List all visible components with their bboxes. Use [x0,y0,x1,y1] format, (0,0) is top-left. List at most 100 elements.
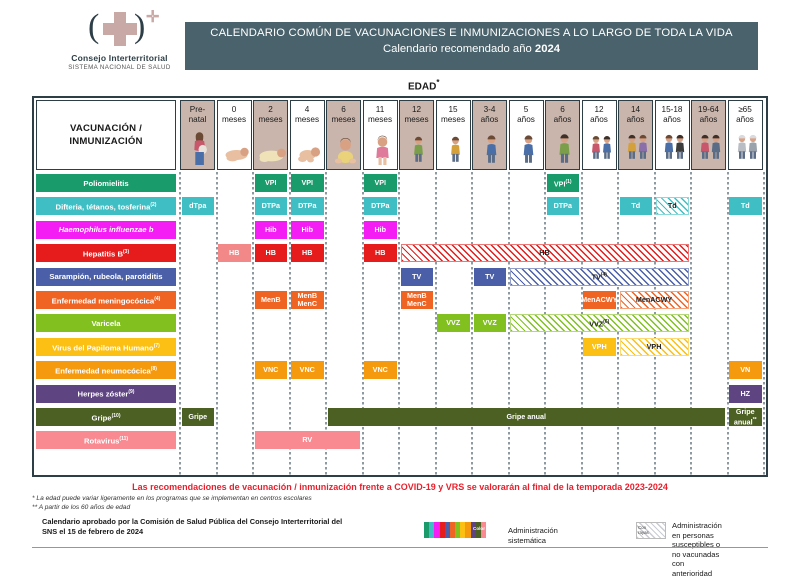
cell-dtp-m11[interactable]: DTPa [364,197,397,215]
legend-swatch-label: Color [473,526,485,531]
vaccine-row-label-text: Gripe(10) [92,412,121,423]
cell-vph-y14[interactable]: VPH [620,338,689,356]
cell-neumo-m11[interactable]: VNC [364,361,397,379]
cell-hepb-m11[interactable]: HB [364,244,397,262]
page-subtitle: Calendario recomendado año 2024 [185,43,758,55]
cell-dtp-y6[interactable]: DTPa [547,197,580,215]
cell-dtp-m2[interactable]: DTPa [255,197,288,215]
cell-hepb-m2[interactable]: HB [255,244,288,262]
two-preteens-icon [583,130,616,168]
cell-label: MenACWY [636,296,672,304]
vaccine-row-label-neumo[interactable]: Enfermedad neumocócica(8) [36,361,176,379]
cell-gripe-y65[interactable]: Gripe anual** [729,408,762,426]
legend-susceptible-line-2: no vacunadas con anterioridad [672,550,722,578]
cell-gripe-m6[interactable]: Gripe anual [328,408,726,426]
cell-label: HB [266,249,276,257]
vaccine-row-label-srp[interactable]: Sarampión, rubeola, parotiditis [36,268,176,286]
age-column-header-prenatal[interactable]: Pre-natal [180,100,215,170]
vaccine-row-label-text: Poliomielitis [83,179,128,188]
vaccine-row-label-polio[interactable]: Poliomielitis [36,174,176,192]
cell-dtp-m4[interactable]: DTPa [291,197,324,215]
cell-rota-m2[interactable]: RV [255,431,361,449]
cell-vph-y12[interactable]: VPH [583,338,616,356]
cell-dtp-prenatal[interactable]: dTpa [182,197,215,215]
cell-label: RV [302,436,312,444]
page-header: ( ) ✛ Consejo Interterritorial SISTEMA N… [0,0,800,88]
legend-text-systematic: Administración sistemática [508,526,558,545]
legend-susceptible-line-1: Administración en personas susceptibles … [672,521,722,550]
cell-hepb-m12[interactable]: HB [401,244,689,262]
cell-polio-y6[interactable]: VPI(1) [547,174,580,192]
cell-srp-y34[interactable]: TV [474,268,507,286]
vaccine-row-label-hib[interactable]: Haemophilus influenzae b [36,221,176,239]
cell-var-m15[interactable]: VVZ [437,314,470,332]
cell-neumo-m4[interactable]: VNC [291,361,324,379]
cell-dtp-y1518[interactable]: Td [656,197,689,215]
legend-hatch-label: Con rayas [638,525,649,535]
cell-label: VVZ [446,319,460,327]
vaccine-row-label-men[interactable]: Enfermedad meningocócica(4) [36,291,176,309]
vaccine-row-label-hz[interactable]: Herpes zóster(9) [36,385,176,403]
cell-men-m2[interactable]: MenB [255,291,288,309]
cell-srp-m12[interactable]: TV [401,268,434,286]
cell-hepb-m4[interactable]: HB [291,244,324,262]
vaccine-row-label-hepb[interactable]: Hepatitis B(3) [36,244,176,262]
vaccine-row-label-text: Hepatitis B(3) [83,248,129,259]
column-separator [325,172,327,475]
cell-hz-y65[interactable]: HZ [729,385,762,403]
cell-gripe-prenatal[interactable]: Gripe [182,408,215,426]
vaccine-row-label-text: Difteria, tétanos, tosferina(2) [56,201,157,212]
cell-hib-m11[interactable]: Hib [364,221,397,239]
cell-neumo-m2[interactable]: VNC [255,361,288,379]
vaccine-row-label-vph[interactable]: Virus del Papiloma Humano(7) [36,338,176,356]
vaccine-row-label-gripe[interactable]: Gripe(10) [36,408,176,426]
cell-men-y12[interactable]: MenACWY [583,291,616,309]
vaccine-row-label-text: Herpes zóster(9) [78,388,135,399]
footnote-asterisk-1: * La edad puede variar ligeramente en lo… [32,495,768,502]
cell-hepb-m0[interactable]: HB [218,244,251,262]
cell-var-y34[interactable]: VVZ [474,314,507,332]
cell-label: VVZ(6) [589,318,609,328]
cell-var-y5[interactable]: VVZ(6) [510,314,689,332]
cell-polio-m2[interactable]: VPI [255,174,288,192]
vaccine-row-label-var[interactable]: Varicela [36,314,176,332]
cell-polio-m4[interactable]: VPI [291,174,324,192]
cell-label: HB [229,249,239,257]
cell-srp-y5[interactable]: TV(4) [510,268,689,286]
cell-dtp-y65[interactable]: Td [729,197,762,215]
footnotes-block: Las recomendaciones de vacunación / inmu… [32,482,768,511]
cell-hib-m4[interactable]: Hib [291,221,324,239]
vaccine-row-label-dtp[interactable]: Difteria, tétanos, tosferina(2) [36,197,176,215]
cell-label: TV [485,273,494,281]
cell-hib-m2[interactable]: Hib [255,221,288,239]
cell-label: DTPa [554,202,572,210]
cell-men-y14[interactable]: MenACWY [620,291,689,309]
cell-label: Td [741,202,750,210]
vaccine-row-label-rota[interactable]: Rotavirus(11) [36,431,176,449]
cell-dtp-y14[interactable]: Td [620,197,653,215]
cell-label: VVZ [483,319,497,327]
cell-neumo-y65[interactable]: VN [729,361,762,379]
cell-polio-m11[interactable]: VPI [364,174,397,192]
